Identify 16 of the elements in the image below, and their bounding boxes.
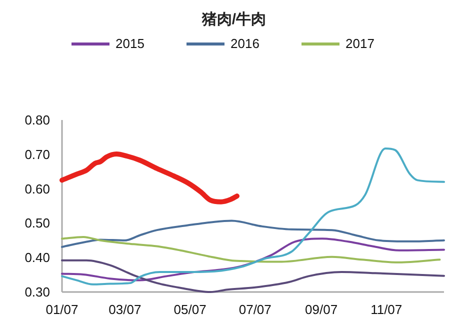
x-tick-label: 09/07 — [305, 302, 338, 317]
legend-label: 2015 — [116, 36, 144, 51]
y-tick-label: 0.80 — [24, 112, 50, 128]
legend-label: 2016 — [230, 36, 260, 51]
y-tick-label: 0.60 — [24, 181, 50, 196]
x-tick-label: 05/07 — [174, 302, 206, 317]
x-tick-label: 07/07 — [238, 302, 272, 317]
y-tick-label: 0.30 — [24, 284, 50, 300]
x-tick-label: 01/07 — [46, 302, 78, 317]
x-tick-label: 11/07 — [370, 302, 402, 317]
x-tick-label: 03/07 — [108, 302, 142, 317]
y-tick-label: 0.70 — [24, 146, 50, 162]
y-tick-label: 0.40 — [24, 250, 50, 266]
y-tick-label: 0.50 — [24, 216, 50, 231]
chart-title: 猪肉/牛肉 — [200, 11, 266, 28]
legend-label: 2017 — [346, 36, 374, 51]
